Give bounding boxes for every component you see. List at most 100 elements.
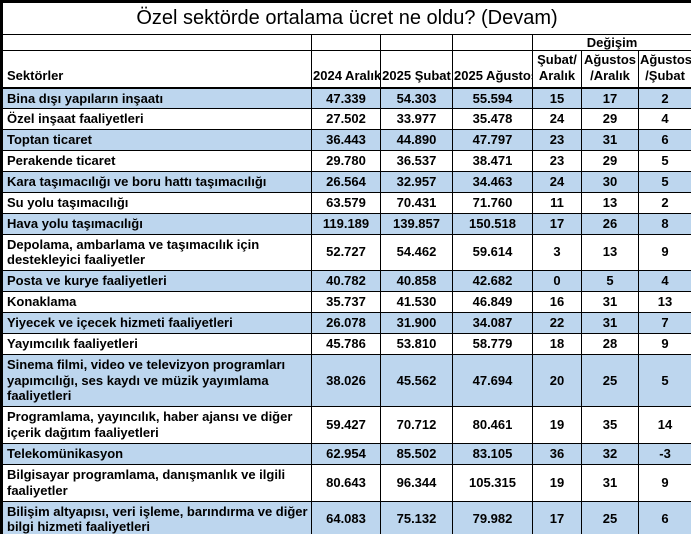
value-cell: 96.344 bbox=[380, 463, 453, 502]
value-cell: 17 bbox=[581, 86, 639, 110]
value-cell: 46.849 bbox=[452, 291, 533, 313]
value-cell: 5 bbox=[637, 150, 691, 172]
value-cell: 47.694 bbox=[452, 353, 533, 408]
table-row: Telekomünikasyon 62.954 85.502 83.105 36 32 -3 bbox=[1, 442, 691, 465]
value-cell: 11 bbox=[532, 191, 582, 214]
value-cell: 35.737 bbox=[311, 291, 381, 313]
table-row: Toptan ticaret 36.443 44.890 47.797 23 31 6 bbox=[1, 129, 691, 152]
empty-cell bbox=[452, 34, 533, 51]
value-cell: -3 bbox=[637, 442, 691, 465]
value-cell: 28 bbox=[581, 332, 639, 355]
sector-cell: Posta ve kurye faaliyetleri bbox=[1, 270, 312, 293]
value-cell: 53.810 bbox=[380, 332, 453, 355]
value-cell: 55.594 bbox=[452, 86, 533, 110]
value-cell: 33.977 bbox=[380, 108, 453, 131]
sector-cell: Kara taşımacılığı ve boru hattı taşımacı… bbox=[1, 170, 312, 193]
value-cell: 7 bbox=[637, 311, 691, 334]
value-cell: 23 bbox=[532, 129, 582, 152]
table-body: Bina dışı yapıların inşaatı 47.339 54.303 5… bbox=[1, 86, 691, 534]
value-cell: 9 bbox=[637, 463, 691, 502]
sector-cell: Bilgisayar programlama, danışmanlık ve i… bbox=[1, 463, 312, 502]
value-cell: 34.463 bbox=[452, 170, 533, 193]
value-cell: 54.462 bbox=[380, 233, 453, 272]
table-row: Kara taşımacılığı ve boru hattı taşımacı… bbox=[1, 170, 691, 193]
value-cell: 70.431 bbox=[380, 191, 453, 214]
group-header-row: Değişim bbox=[1, 34, 691, 51]
table-row: Bina dışı yapıların inşaatı 47.339 54.303 5… bbox=[1, 86, 691, 110]
title-row: Özel sektörde ortalama ücret ne oldu? (D… bbox=[0, 1, 691, 35]
group-header-degisim: Değişim bbox=[531, 34, 691, 51]
value-cell: 26 bbox=[581, 212, 639, 235]
value-cell: 80.643 bbox=[311, 463, 381, 502]
value-cell: 52.727 bbox=[311, 233, 381, 272]
value-cell: 38.471 bbox=[452, 150, 533, 172]
value-cell: 27.502 bbox=[311, 108, 381, 131]
value-cell: 17 bbox=[532, 500, 582, 534]
value-cell: 23 bbox=[532, 150, 582, 172]
value-cell: 14 bbox=[637, 406, 691, 444]
value-cell: 47.339 bbox=[311, 86, 381, 110]
sector-cell: Yayımcılık faaliyetleri bbox=[1, 332, 312, 355]
value-cell: 4 bbox=[637, 108, 691, 131]
sector-cell: Su yolu taşımacılığı bbox=[1, 191, 312, 214]
column-header-period-2024-aralik: 2024 Aralık bbox=[311, 50, 381, 89]
value-cell: 58.779 bbox=[452, 332, 533, 355]
value-cell: 36.537 bbox=[380, 150, 453, 172]
value-cell: 32.957 bbox=[380, 170, 453, 193]
value-cell: 13 bbox=[581, 191, 639, 214]
value-cell: 2 bbox=[637, 191, 691, 214]
sector-cell: Depolama, ambarlama ve taşımacılık için … bbox=[1, 233, 312, 272]
value-cell: 29 bbox=[581, 150, 639, 172]
value-cell: 59.427 bbox=[311, 406, 381, 444]
sector-cell: Hava yolu taşımacılığı bbox=[1, 212, 312, 235]
value-cell: 75.132 bbox=[380, 500, 453, 534]
table-row: Depolama, ambarlama ve taşımacılık için … bbox=[1, 233, 691, 272]
column-header-row: Sektörler 2024 Aralık 2025 Şubat 2025 Ağ… bbox=[1, 50, 691, 89]
value-cell: 59.614 bbox=[452, 233, 533, 272]
value-cell: 13 bbox=[637, 291, 691, 313]
value-cell: 31 bbox=[581, 311, 639, 334]
value-cell: 35 bbox=[581, 406, 639, 444]
value-cell: 5 bbox=[637, 353, 691, 408]
sector-cell: Programlama, yayıncılık, haber ajansı ve… bbox=[1, 406, 312, 444]
value-cell: 31 bbox=[581, 129, 639, 152]
sector-cell: Toptan ticaret bbox=[1, 129, 312, 152]
value-cell: 8 bbox=[637, 212, 691, 235]
column-header-sector: Sektörler bbox=[1, 50, 312, 89]
value-cell: 31 bbox=[581, 291, 639, 313]
value-cell: 31.900 bbox=[380, 311, 453, 334]
sector-cell: Bilişim altyapısı, veri işleme, barındır… bbox=[1, 500, 312, 534]
value-cell: 30 bbox=[581, 170, 639, 193]
value-cell: 24 bbox=[532, 108, 582, 131]
value-cell: 32 bbox=[581, 442, 639, 465]
value-cell: 6 bbox=[637, 500, 691, 534]
sector-cell: Perakende ticaret bbox=[1, 150, 312, 172]
value-cell: 26.564 bbox=[311, 170, 381, 193]
value-cell: 31 bbox=[581, 463, 639, 502]
value-cell: 139.857 bbox=[380, 212, 453, 235]
value-cell: 17 bbox=[532, 212, 582, 235]
value-cell: 29 bbox=[581, 108, 639, 131]
value-cell: 25 bbox=[581, 353, 639, 408]
value-cell: 85.502 bbox=[380, 442, 453, 465]
empty-cell bbox=[380, 34, 453, 51]
value-cell: 64.083 bbox=[311, 500, 381, 534]
value-cell: 45.786 bbox=[311, 332, 381, 355]
table-row: Konaklama 35.737 41.530 46.849 16 31 13 bbox=[1, 291, 691, 313]
value-cell: 9 bbox=[637, 233, 691, 272]
value-cell: 15 bbox=[532, 86, 582, 110]
empty-cell bbox=[1, 34, 312, 51]
value-cell: 83.105 bbox=[452, 442, 533, 465]
value-cell: 6 bbox=[637, 129, 691, 152]
sector-cell: Sinema filmi, video ve televizyon progra… bbox=[1, 353, 312, 408]
value-cell: 20 bbox=[532, 353, 582, 408]
value-cell: 3 bbox=[532, 233, 582, 272]
value-cell: 42.682 bbox=[452, 270, 533, 293]
value-cell: 38.026 bbox=[311, 353, 381, 408]
table-row: Programlama, yayıncılık, haber ajansı ve… bbox=[1, 406, 691, 444]
sector-cell: Konaklama bbox=[1, 291, 312, 313]
table-row: Bilişim altyapısı, veri işleme, barındır… bbox=[1, 500, 691, 534]
sector-cell: Telekomünikasyon bbox=[1, 442, 312, 465]
table-row: Sinema filmi, video ve televizyon progra… bbox=[1, 353, 691, 408]
